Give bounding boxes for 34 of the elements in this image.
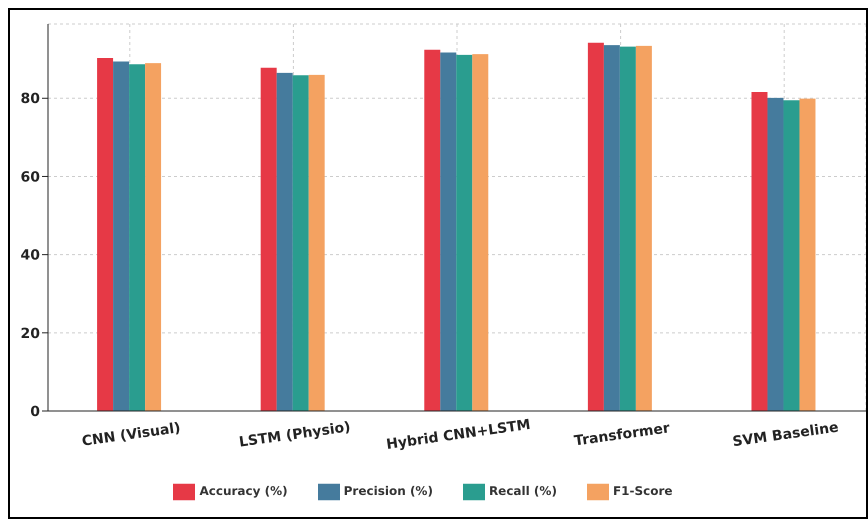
bar xyxy=(113,62,130,411)
y-tick-label: 20 xyxy=(20,326,40,342)
legend-label: F1-Score xyxy=(612,484,673,498)
x-tick-label: SVM Baseline xyxy=(732,420,840,450)
x-tick-label: Hybrid CNN+LSTM xyxy=(385,416,532,453)
x-tick-label: CNN (Visual) xyxy=(80,420,182,450)
bar xyxy=(636,46,652,411)
y-tick-label: 80 xyxy=(20,91,40,108)
bar xyxy=(620,46,636,411)
bar xyxy=(276,72,293,411)
bar xyxy=(145,63,162,411)
bar xyxy=(260,68,277,411)
bar xyxy=(292,75,309,411)
bar xyxy=(472,54,488,411)
y-tick-label: 40 xyxy=(20,248,40,264)
bar xyxy=(799,98,816,411)
bar xyxy=(604,45,620,411)
bar xyxy=(456,54,472,411)
legend-label: Recall (%) xyxy=(488,484,557,498)
bar xyxy=(588,42,604,411)
bar xyxy=(308,74,325,411)
bar xyxy=(767,98,784,411)
bar xyxy=(440,52,456,411)
legend-label: Precision (%) xyxy=(344,484,433,498)
x-tick-label: Transformer xyxy=(573,420,671,450)
y-tick-label: 60 xyxy=(20,169,40,186)
bar xyxy=(783,100,800,411)
bar xyxy=(751,92,768,411)
legend-label: Accuracy (%) xyxy=(199,484,288,498)
bar xyxy=(129,64,146,411)
bar xyxy=(97,58,114,411)
y-tick-label: 0 xyxy=(30,404,40,420)
x-tick-label: LSTM (Physio) xyxy=(238,419,352,451)
bar xyxy=(424,50,440,411)
